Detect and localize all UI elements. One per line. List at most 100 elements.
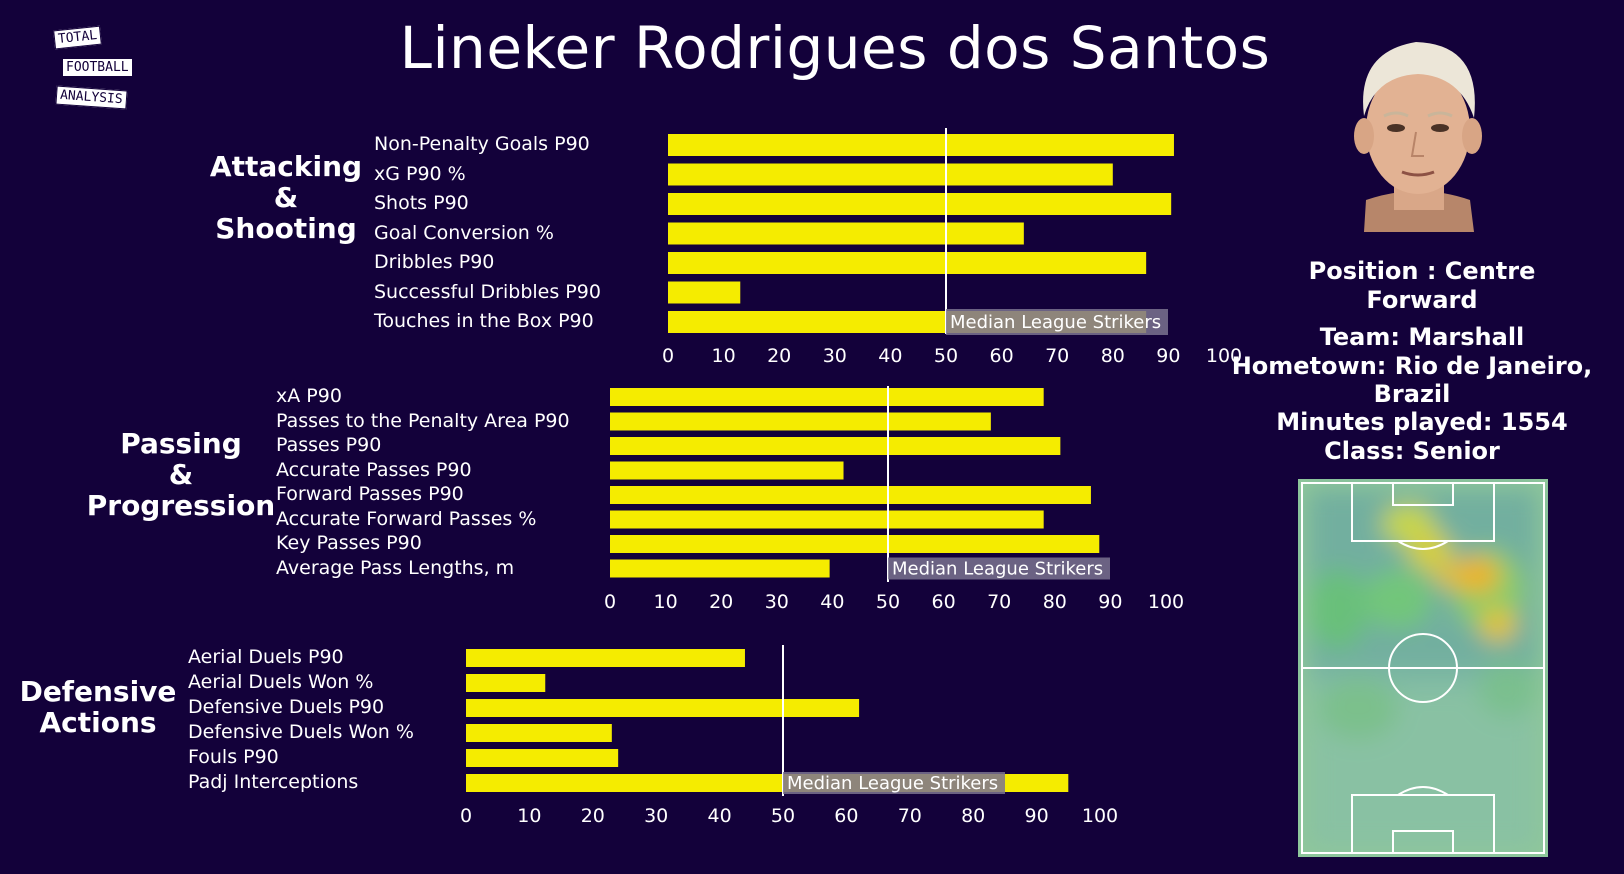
category-label: Non-Penalty Goals P90 — [374, 133, 590, 155]
median-label: Median League Strikers — [892, 559, 1103, 580]
x-tick-label: 40 — [878, 345, 902, 367]
hometown-text-continued: Brazil — [1373, 380, 1451, 408]
bar — [668, 281, 741, 304]
category-label: Fouls P90 — [188, 746, 279, 768]
median-label-box — [783, 772, 1005, 794]
section-title-line: Attacking — [209, 150, 363, 183]
hometown-text: Hometown: Rio de Janeiro, — [1231, 352, 1593, 380]
x-tick-label: 80 — [1043, 591, 1067, 613]
x-tick-label: 70 — [987, 591, 1011, 613]
category-label: Passes P90 — [276, 434, 382, 456]
bar — [668, 193, 1172, 215]
player-photo — [1354, 42, 1482, 232]
section-title-line: & — [273, 181, 299, 214]
logo-line-2: FOOTBALL — [62, 58, 133, 77]
chart-0: Median League Strikers 0 10 20 30 40 50 60 70 80 9… — [662, 128, 1242, 367]
median-label: Median League Strikers — [950, 312, 1161, 333]
category-label: Defensive Duels P90 — [188, 696, 385, 718]
x-tick-label: 20 — [767, 345, 791, 367]
bar — [668, 222, 1024, 245]
x-tick-label: 0 — [460, 805, 472, 827]
category-label: Aerial Duels Won % — [188, 671, 374, 693]
bar — [610, 461, 844, 480]
bar — [610, 559, 830, 578]
x-tick-label: 50 — [934, 345, 958, 367]
page-title: Lineker Rodrigues dos Santos — [399, 14, 1271, 82]
x-tick-label: 30 — [765, 591, 789, 613]
bar — [610, 412, 991, 431]
class-text: Class: Senior — [1324, 437, 1500, 465]
position-text-continued: Forward — [1366, 286, 1478, 314]
x-tick-label: 30 — [644, 805, 668, 827]
section-title-line: Defensive — [19, 675, 177, 708]
x-tick-label: 50 — [876, 591, 900, 613]
category-label: Accurate Passes P90 — [276, 458, 472, 481]
bar — [610, 535, 1100, 553]
section-title-line: & — [168, 458, 194, 491]
section-title-line: Progression — [86, 489, 276, 522]
bar — [610, 486, 1091, 504]
x-tick-label: 90 — [1156, 345, 1180, 367]
x-tick-label: 20 — [709, 591, 733, 613]
category-label: Accurate Forward Passes % — [276, 507, 537, 530]
category-label: Dribbles P90 — [374, 251, 495, 273]
x-tick-label: 40 — [708, 805, 732, 827]
section-title-defensive: Defensive Actions — [16, 676, 180, 738]
x-tick-label: 30 — [823, 345, 847, 367]
x-tick-label: 60 — [834, 805, 858, 827]
x-tick-label: 80 — [961, 805, 985, 827]
section-title-line: Shooting — [215, 212, 357, 245]
x-tick-label: 10 — [712, 345, 736, 367]
x-tick-label: 10 — [517, 805, 541, 827]
bar — [610, 510, 1044, 529]
category-label: Passes to the Penalty Area P90 — [276, 409, 570, 432]
chart-2: Median League Strikers 0 10 20 30 40 50 60 70 80 9… — [460, 645, 1118, 827]
x-tick-label: 100 — [1148, 591, 1184, 613]
category-label: Defensive Duels Won % — [188, 721, 414, 743]
x-tick-label: 20 — [581, 805, 605, 827]
section-title-attacking: Attacking & Shooting — [206, 151, 366, 244]
category-label: Goal Conversion % — [374, 221, 554, 244]
category-label: Padj Interceptions — [188, 771, 359, 793]
bar — [466, 749, 619, 767]
median-label: Median League Strikers — [787, 773, 998, 794]
bar — [466, 649, 745, 667]
total-football-analysis-logo: TOTAL FOOTBALL ANALYSIS — [50, 24, 146, 116]
bar — [610, 388, 1044, 406]
chart-1: Median League Strikers 0 10 20 30 40 50 60 70 80 9… — [604, 386, 1184, 613]
x-tick-label: 100 — [1082, 805, 1118, 827]
section-title-passing: Passing & Progression — [86, 428, 276, 521]
bar — [668, 252, 1147, 274]
category-label: Aerial Duels P90 — [188, 646, 344, 668]
category-label: xG P90 % — [374, 162, 466, 185]
x-tick-label: 50 — [771, 805, 795, 827]
category-label: xA P90 — [276, 385, 342, 407]
category-label: Forward Passes P90 — [276, 483, 464, 505]
category-label: Key Passes P90 — [276, 532, 422, 554]
bar — [668, 163, 1113, 186]
category-label: Successful Dribbles P90 — [374, 280, 601, 303]
bar — [466, 724, 612, 742]
median-label-box — [888, 557, 1110, 580]
median-label-box — [946, 309, 1168, 335]
bar — [610, 437, 1061, 455]
x-tick-label: 90 — [1098, 591, 1122, 613]
bar — [668, 134, 1174, 156]
section-title-line: Passing — [120, 427, 242, 460]
bar — [466, 699, 860, 717]
x-tick-label: 60 — [990, 345, 1014, 367]
x-tick-label: 10 — [654, 591, 678, 613]
bar — [466, 674, 546, 692]
heatmap-pitch — [1298, 479, 1548, 857]
x-tick-label: 90 — [1025, 805, 1049, 827]
position-text: Position : Centre — [1308, 257, 1536, 285]
x-tick-label: 70 — [898, 805, 922, 827]
x-tick-label: 0 — [604, 591, 616, 613]
x-tick-label: 80 — [1101, 345, 1125, 367]
x-tick-label: 40 — [820, 591, 844, 613]
team-text: Team: Marshall — [1319, 323, 1525, 351]
category-label: Touches in the Box P90 — [374, 310, 594, 332]
minutes-played-text: Minutes played: 1554 — [1276, 408, 1568, 436]
x-tick-label: 100 — [1206, 345, 1242, 367]
